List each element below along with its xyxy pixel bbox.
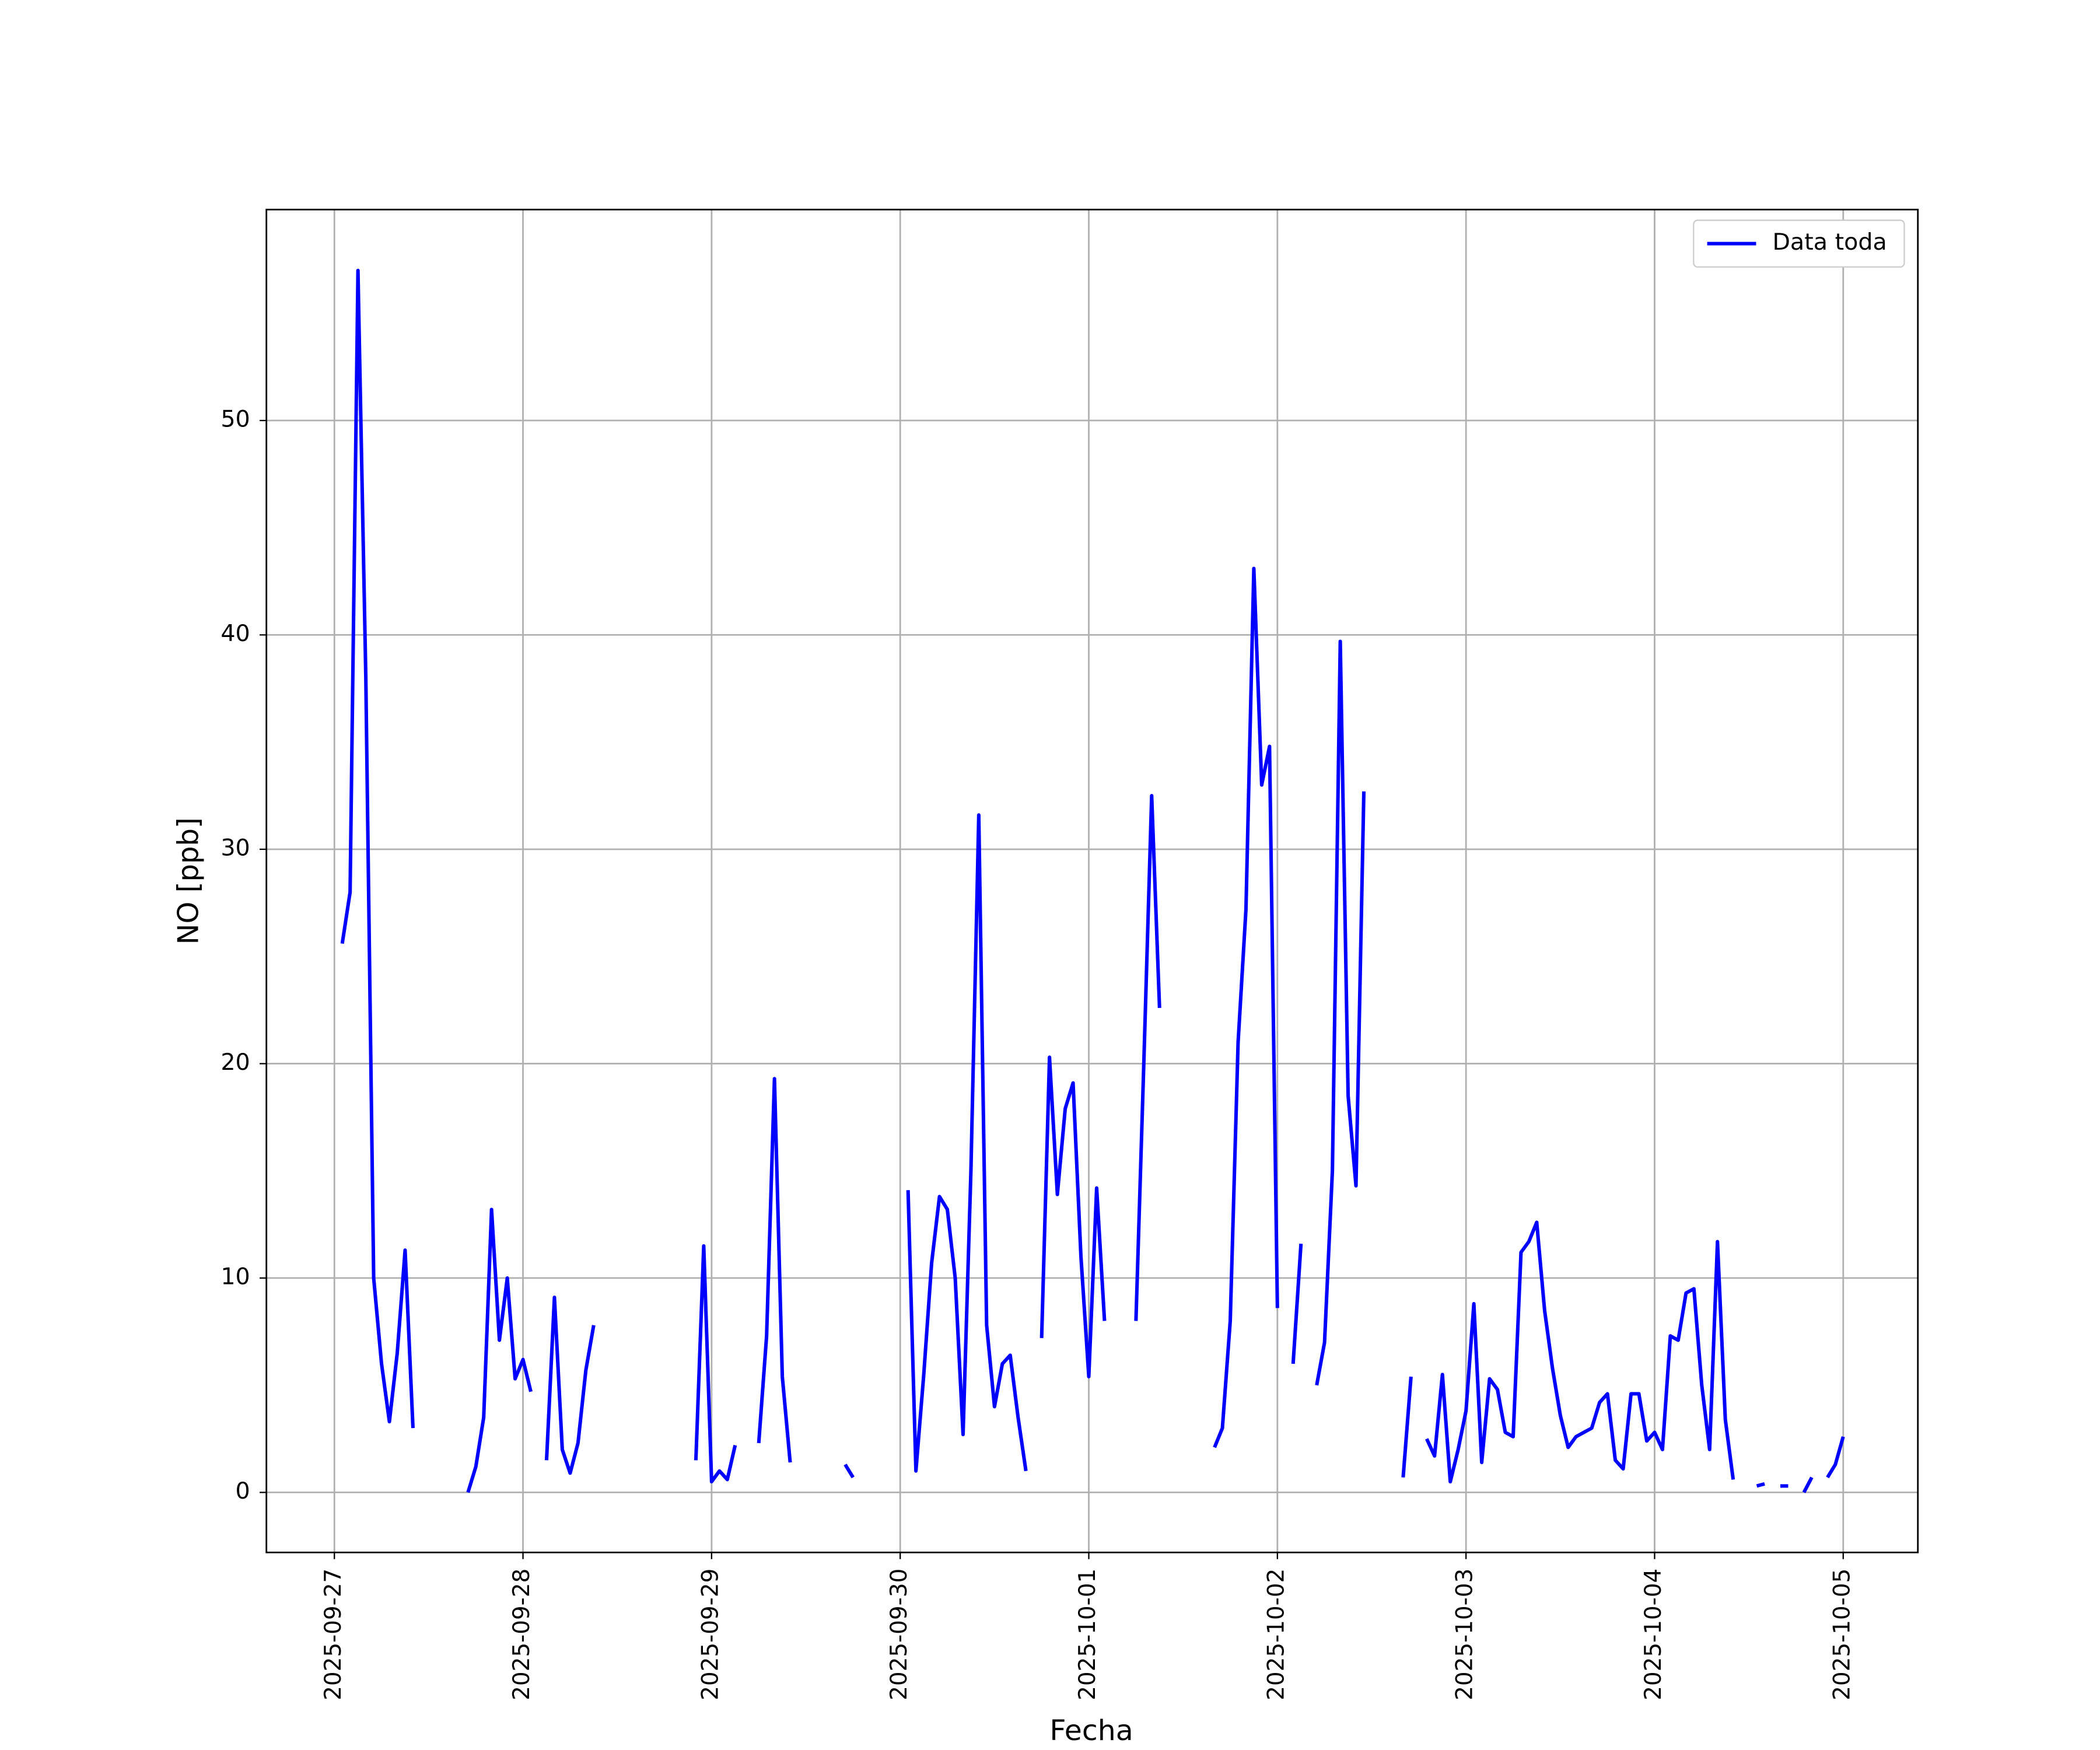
- y-tick-label: 20: [220, 1049, 250, 1076]
- y-tick-label: 10: [220, 1264, 250, 1290]
- plot-frame: [265, 208, 1919, 1553]
- y-axis-label: NO [ppb]: [172, 817, 205, 944]
- x-axis-label: Fecha: [1049, 1715, 1133, 1747]
- data-line: [340, 268, 1845, 1493]
- x-tick-label: 2025-09-28: [509, 1569, 535, 1700]
- x-tick-label: 2025-09-27: [320, 1569, 346, 1700]
- y-tick-label: 0: [236, 1478, 250, 1504]
- x-tick-label: 2025-10-05: [1829, 1569, 1855, 1700]
- x-tick-label: 2025-10-01: [1074, 1569, 1101, 1700]
- x-tick-label: 2025-09-30: [886, 1569, 912, 1700]
- legend-label: Data toda: [1772, 229, 1887, 256]
- legend: Data toda: [1693, 219, 1905, 268]
- x-tick-label: 2025-10-04: [1640, 1569, 1667, 1700]
- x-tick-label: 2025-09-29: [697, 1569, 723, 1700]
- y-tick-label: 50: [220, 407, 250, 433]
- y-tick-label: 40: [220, 621, 250, 647]
- y-tick-label: 30: [220, 835, 250, 862]
- x-tick-label: 2025-10-03: [1451, 1569, 1478, 1700]
- x-tick-label: 2025-10-02: [1263, 1569, 1289, 1700]
- legend-box: [1693, 219, 1905, 268]
